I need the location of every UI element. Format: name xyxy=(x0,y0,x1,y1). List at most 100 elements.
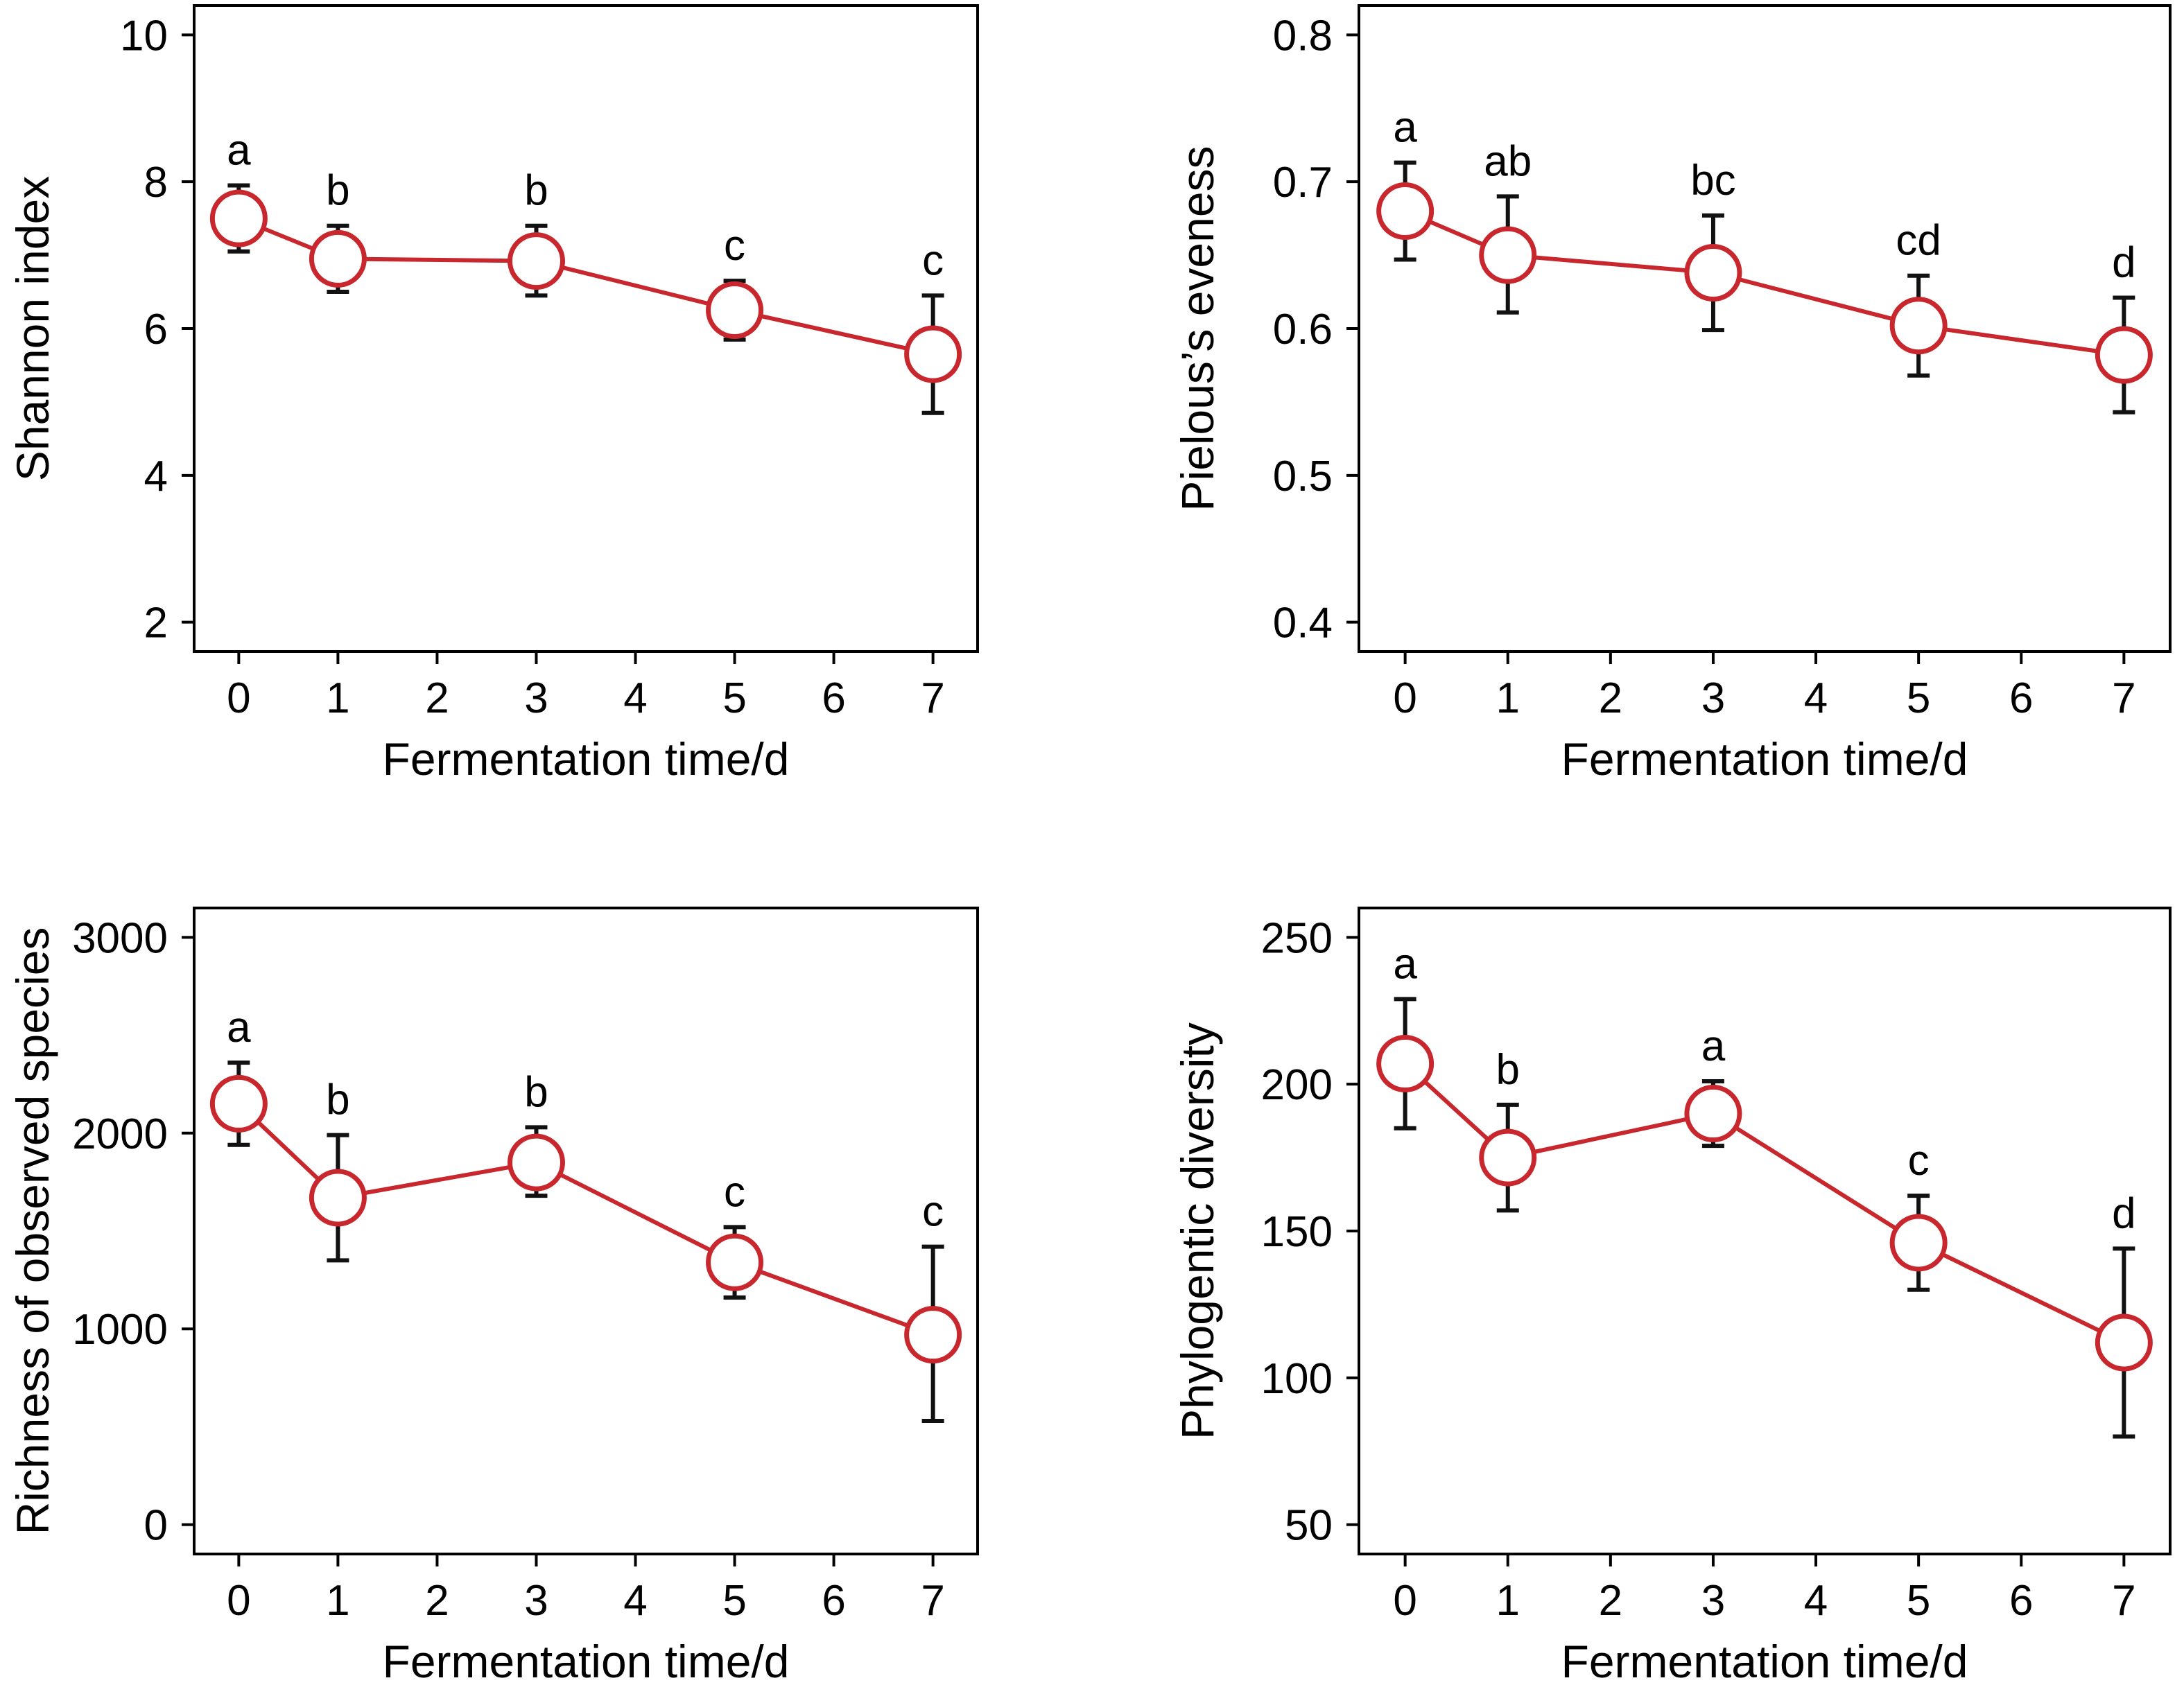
significance-letter: c xyxy=(922,236,944,284)
significance-letter: a xyxy=(1393,104,1417,152)
plot-frame xyxy=(1358,907,2172,1555)
x-tick-label: 4 xyxy=(623,1577,647,1625)
significance-letter: b xyxy=(326,167,349,215)
significance-letter: a xyxy=(1701,1022,1726,1070)
y-tick-label: 200 xyxy=(1261,1061,1333,1109)
y-tick-label: 0.4 xyxy=(1273,600,1333,647)
x-tick-label: 3 xyxy=(1701,1577,1725,1625)
data-point xyxy=(1479,226,1537,284)
x-tick-label: 7 xyxy=(921,674,944,722)
y-tick-label: 100 xyxy=(1261,1355,1333,1403)
x-tick-label: 6 xyxy=(2009,1577,2033,1625)
y-tick-label: 250 xyxy=(1261,914,1333,962)
x-tick-label: 2 xyxy=(1599,1577,1622,1625)
x-tick-label: 6 xyxy=(822,1577,845,1625)
y-tick-label: 0.7 xyxy=(1273,159,1333,207)
data-point xyxy=(507,232,565,290)
data-point xyxy=(1684,244,1742,302)
significance-letter: a xyxy=(227,1004,251,1051)
x-tick-label: 3 xyxy=(524,1577,548,1625)
x-tick-label: 4 xyxy=(1804,674,1828,722)
data-point xyxy=(1889,297,1948,355)
y-tick-label: 4 xyxy=(144,453,168,500)
significance-letter: b xyxy=(1496,1046,1520,1094)
y-tick-label: 2000 xyxy=(72,1110,168,1158)
significance-letter: a xyxy=(1393,940,1417,988)
y-tick-label: 6 xyxy=(144,306,168,353)
x-tick-label: 4 xyxy=(1804,1577,1828,1625)
significance-letter: ab xyxy=(1484,137,1532,185)
significance-letter: b xyxy=(524,1068,548,1116)
significance-letter: bc xyxy=(1690,157,1735,204)
panel-shannon-index: 2 4 6 8 10 0 1 2 3 4 5 6 7 Fermentation time/d Shannon… xyxy=(7,4,979,785)
x-tick-label: 3 xyxy=(524,674,548,722)
x-tick-label: 5 xyxy=(722,674,746,722)
data-point xyxy=(309,229,367,288)
data-point xyxy=(1376,1035,1435,1093)
x-tick-label: 0 xyxy=(1393,674,1416,722)
y-tick-label: 2 xyxy=(144,600,168,647)
x-tick-label: 3 xyxy=(1701,674,1725,722)
significance-letter: d xyxy=(2112,1189,2135,1237)
x-tick-label: 0 xyxy=(227,674,250,722)
x-tick-label: 1 xyxy=(1496,674,1520,722)
y-axis-title: Pielous’s eveness xyxy=(1172,146,1223,511)
significance-letter: a xyxy=(227,126,251,174)
x-axis-title: Fermentation time/d xyxy=(383,1636,790,1685)
y-tick-label: 0.6 xyxy=(1273,306,1333,353)
x-axis-title: Fermentation time/d xyxy=(1561,733,1968,785)
data-point xyxy=(2095,1313,2153,1372)
y-tick-label: 0.8 xyxy=(1273,12,1333,60)
data-point xyxy=(1376,182,1435,241)
significance-letter: b xyxy=(524,167,548,215)
x-tick-label: 1 xyxy=(326,674,349,722)
y-tick-label: 50 xyxy=(1285,1502,1333,1550)
significance-letter: cd xyxy=(1896,217,1941,265)
data-point xyxy=(209,189,268,247)
panel-pielou-evenness: 0.4 0.5 0.6 0.7 0.8 0 1 2 3 4 5 6 7 Fermentation time… xyxy=(1172,4,2172,785)
data-point xyxy=(1684,1085,1742,1143)
y-tick-label: 0.5 xyxy=(1273,453,1333,500)
x-tick-label: 2 xyxy=(1599,674,1622,722)
significance-letter: b xyxy=(326,1076,349,1124)
x-axis-title: Fermentation time/d xyxy=(1561,1636,1968,1685)
data-point xyxy=(2095,326,2153,384)
y-axis-title: Richness of observed species xyxy=(7,927,58,1535)
data-point xyxy=(1889,1214,1948,1272)
y-axis-title: Shannon index xyxy=(7,176,58,481)
x-axis-title: Fermentation time/d xyxy=(383,733,790,785)
x-tick-label: 5 xyxy=(722,1577,746,1625)
plot-frame xyxy=(193,4,979,653)
x-tick-label: 2 xyxy=(425,674,449,722)
significance-letter: d xyxy=(2112,239,2135,287)
significance-letter: c xyxy=(922,1188,944,1236)
data-point xyxy=(904,1306,962,1364)
data-point xyxy=(309,1169,367,1227)
significance-letter: c xyxy=(724,1168,745,1216)
y-tick-label: 8 xyxy=(144,159,168,207)
significance-letter: c xyxy=(1908,1137,1930,1185)
x-tick-label: 6 xyxy=(2009,674,2033,722)
data-point xyxy=(706,281,764,340)
y-tick-label: 150 xyxy=(1261,1208,1333,1256)
y-axis-title: Phylogentic diversity xyxy=(1172,1022,1223,1440)
x-tick-label: 7 xyxy=(2112,674,2135,722)
panel-observed-species-richness: 0 1000 2000 3000 0 1 2 3 4 5 6 7 Fermentation time/d… xyxy=(7,907,979,1685)
x-tick-label: 1 xyxy=(326,1577,349,1625)
x-tick-label: 1 xyxy=(1496,1577,1520,1625)
y-tick-label: 0 xyxy=(144,1502,168,1550)
y-tick-label: 1000 xyxy=(72,1306,168,1354)
data-point xyxy=(209,1074,268,1133)
data-point xyxy=(706,1233,764,1291)
plot-frame xyxy=(193,907,979,1555)
x-tick-label: 2 xyxy=(425,1577,449,1625)
data-point xyxy=(1479,1128,1537,1187)
x-tick-label: 7 xyxy=(921,1577,944,1625)
y-tick-label: 10 xyxy=(120,12,168,60)
y-tick-label: 3000 xyxy=(72,914,168,962)
x-tick-label: 7 xyxy=(2112,1577,2135,1625)
significance-letter: c xyxy=(724,222,745,270)
panel-phylogenetic-diversity: 50 100 150 200 250 0 1 2 3 4 5 6 7 Fermentation time/… xyxy=(1172,907,2172,1685)
x-tick-label: 5 xyxy=(1907,674,1930,722)
